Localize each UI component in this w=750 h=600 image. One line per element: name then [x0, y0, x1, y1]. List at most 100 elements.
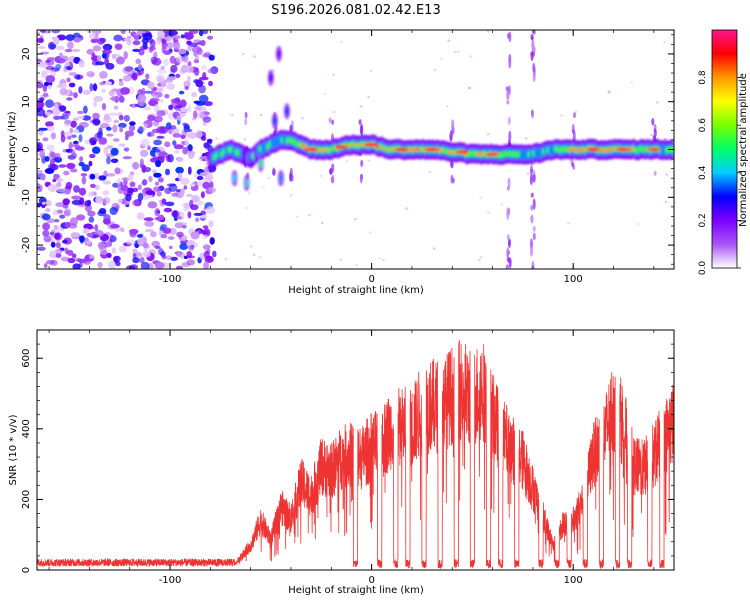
- noise-blob: [195, 200, 204, 206]
- noise-blob: [157, 83, 161, 87]
- streak-blob: [508, 130, 512, 142]
- noise-blob: [64, 247, 69, 254]
- noise-blob: [199, 214, 208, 219]
- noise-blob: [193, 110, 198, 119]
- noise-blob: [199, 112, 206, 119]
- noise-blob: [95, 61, 105, 66]
- noise-speck: [253, 55, 256, 58]
- noise-blob: [108, 90, 115, 97]
- noise-speck: [369, 231, 372, 234]
- streak-blob: [450, 161, 454, 169]
- noise-blob: [63, 67, 67, 73]
- streak-blob: [506, 234, 510, 240]
- noise-speck: [308, 214, 311, 217]
- noise-blob: [120, 227, 125, 232]
- noise-blob: [50, 151, 56, 158]
- noise-blob: [63, 210, 70, 216]
- noise-blob: [145, 73, 150, 80]
- noise-blob: [165, 255, 173, 261]
- noise-blob: [94, 184, 100, 191]
- noise-blob: [177, 172, 183, 181]
- noise-blob: [155, 181, 160, 186]
- noise-speck: [247, 192, 251, 195]
- noise-blob: [45, 260, 55, 265]
- noise-speck: [345, 160, 349, 163]
- streak-blob: [506, 89, 510, 101]
- noise-blob: [62, 112, 71, 117]
- noise-blob: [111, 247, 117, 254]
- noise-blob: [64, 119, 72, 125]
- noise-speck: [526, 172, 530, 175]
- noise-blob: [193, 59, 200, 64]
- streak-blob: [530, 244, 533, 257]
- streak-blob: [506, 208, 510, 220]
- noise-blob: [166, 183, 177, 187]
- noise-blob: [92, 146, 101, 154]
- noise-blob: [175, 166, 184, 174]
- noise-blob: [118, 122, 127, 128]
- noise-blob: [209, 181, 214, 189]
- noise-blob: [208, 80, 213, 87]
- band-scatter: [278, 174, 283, 183]
- noise-blob: [129, 121, 136, 126]
- streak-blob: [532, 232, 536, 241]
- noise-blob: [110, 224, 120, 229]
- noise-blob: [202, 225, 209, 229]
- noise-blob: [73, 92, 78, 99]
- streak-blob: [530, 33, 534, 41]
- streak-blob: [358, 119, 362, 126]
- noise-blob: [209, 237, 215, 245]
- noise-blob: [37, 246, 46, 251]
- noise-blob: [93, 96, 104, 102]
- noise-blob: [157, 30, 166, 38]
- noise-speck: [405, 207, 408, 210]
- noise-blob: [175, 56, 185, 64]
- band-scatter: [272, 116, 277, 125]
- noise-blob: [207, 35, 214, 40]
- noise-blob: [120, 184, 129, 192]
- noise-blob: [179, 243, 189, 250]
- noise-blob: [94, 224, 99, 232]
- noise-speck: [655, 101, 659, 104]
- noise-blob: [124, 135, 129, 141]
- streak-blob: [653, 170, 657, 176]
- spectrogram-y-tick-label: 20: [21, 48, 32, 61]
- noise-speck: [267, 177, 271, 180]
- colorbar-ticks: 0.0 0.2 0.4 0.6 0.8: [698, 70, 741, 275]
- noise-blob: [142, 179, 148, 186]
- noise-blob: [118, 114, 124, 121]
- noise-speck: [477, 258, 481, 262]
- noise-blob: [47, 184, 58, 193]
- band-scatter: [268, 73, 273, 82]
- noise-blob: [173, 41, 181, 51]
- noise-blob: [106, 173, 116, 177]
- noise-blob: [151, 240, 160, 248]
- noise-blob: [71, 48, 81, 53]
- noise-blob: [124, 66, 133, 72]
- spectrogram-x-tick-label: 0: [368, 274, 374, 285]
- noise-blob: [117, 178, 121, 187]
- noise-blob: [147, 81, 155, 89]
- noise-blob: [199, 172, 208, 177]
- noise-blob: [86, 71, 95, 78]
- noise-blob: [129, 228, 139, 235]
- snr-y-axis: 0 200 400 600: [21, 329, 674, 573]
- noise-blob: [199, 156, 209, 160]
- spectrogram-x-tick-label: -100: [159, 274, 182, 285]
- noise-blob: [68, 141, 73, 150]
- spectrogram-signal-band: [207, 45, 674, 191]
- noise-blob: [54, 248, 63, 255]
- noise-blob: [196, 175, 204, 181]
- noise-speck: [230, 113, 234, 117]
- noise-blob: [37, 61, 48, 68]
- streak-blob: [244, 118, 248, 126]
- noise-blob: [42, 222, 50, 231]
- noise-blob: [55, 58, 66, 64]
- noise-blob: [98, 208, 107, 214]
- noise-blob: [96, 37, 105, 45]
- noise-blob: [71, 199, 82, 206]
- noise-blob: [208, 187, 217, 193]
- noise-blob: [38, 101, 45, 108]
- noise-blob: [158, 229, 164, 236]
- noise-blob: [55, 202, 65, 208]
